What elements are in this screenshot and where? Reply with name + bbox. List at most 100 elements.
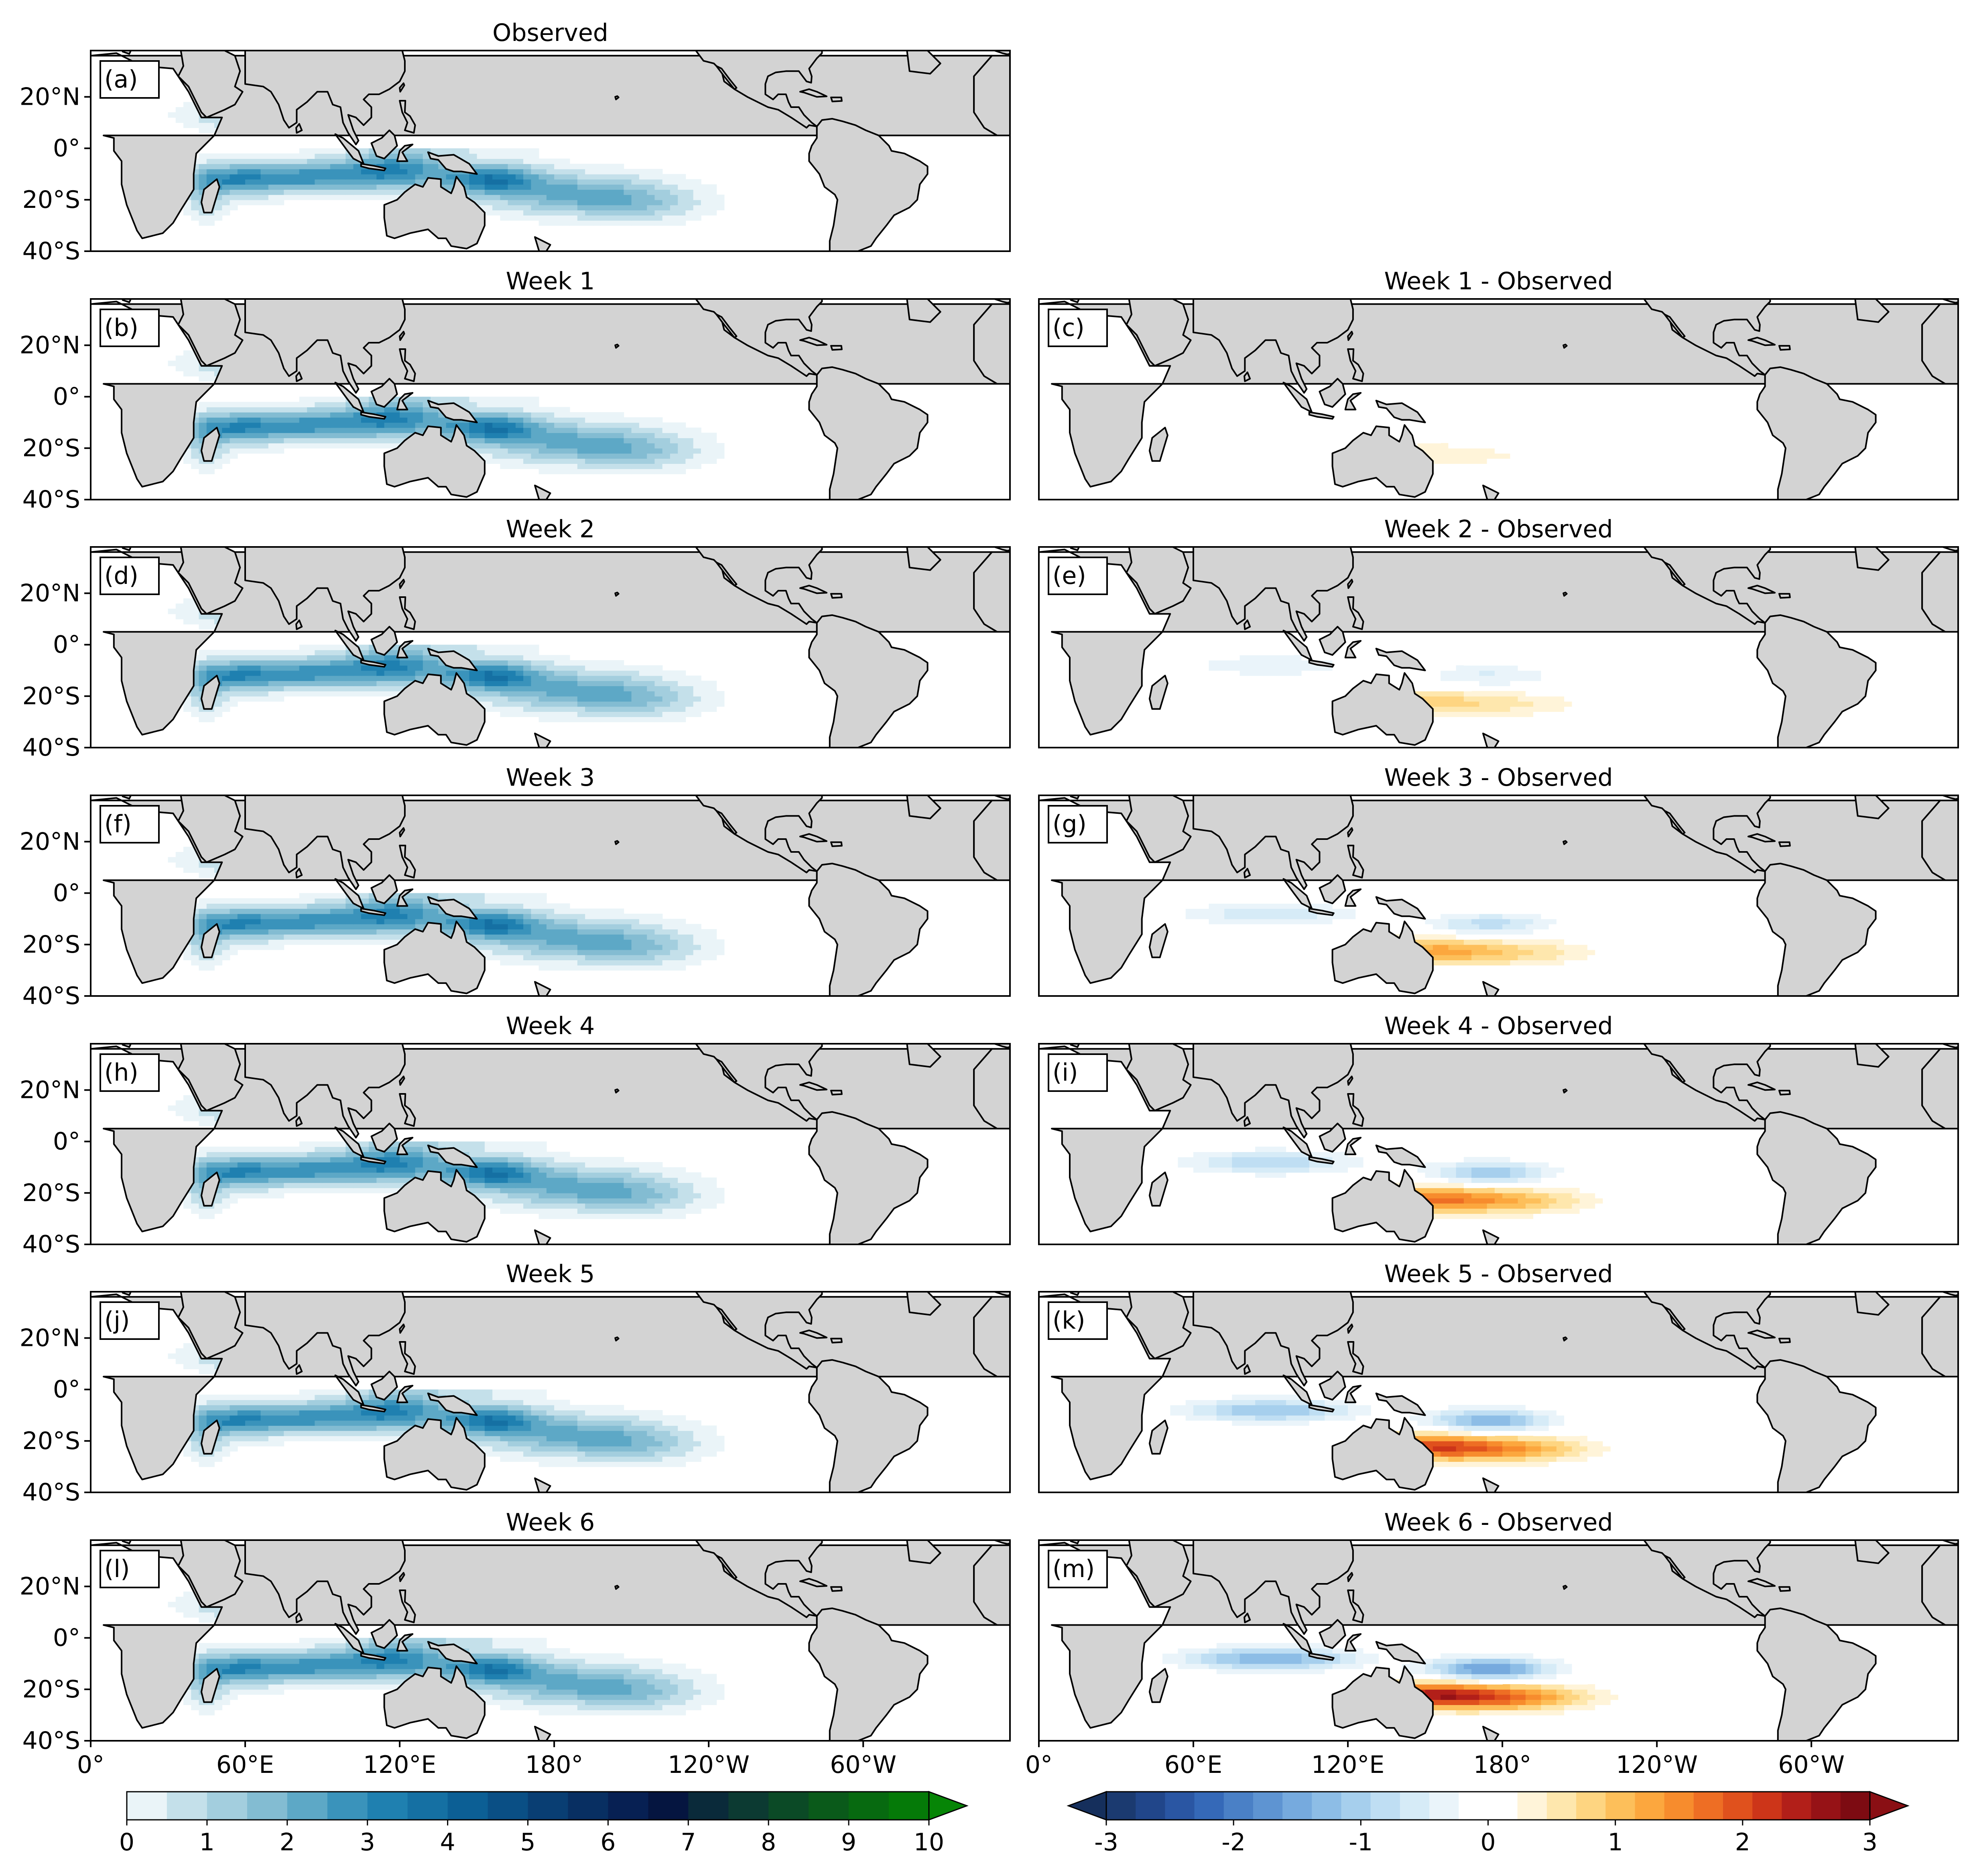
grid-cell — [469, 407, 478, 413]
grid-cell — [515, 412, 524, 418]
grid-cell — [523, 169, 532, 175]
grid-cell — [515, 159, 524, 164]
grid-cell — [330, 691, 338, 697]
grid-cell — [222, 443, 230, 449]
grid-cell — [484, 448, 493, 454]
grid-cell — [353, 179, 362, 185]
grid-cell — [624, 706, 632, 712]
grid-cell — [407, 422, 416, 428]
grid-cell — [1441, 448, 1449, 454]
grid-cell — [315, 675, 323, 681]
grid-cell — [384, 412, 392, 418]
grid-cell — [585, 696, 593, 702]
grid-cell — [307, 670, 315, 676]
lat-tick-label: 20°N — [20, 83, 80, 111]
grid-cell — [624, 458, 632, 464]
grid-cell — [577, 691, 585, 697]
grid-cell — [253, 417, 261, 423]
grid-cell — [469, 675, 478, 681]
grid-cell — [546, 443, 555, 449]
grid-cell — [593, 169, 601, 175]
grid-cell — [523, 427, 532, 433]
grid-cell — [531, 443, 539, 449]
grid-cell — [654, 174, 663, 180]
grid-cell — [585, 458, 593, 464]
grid-cell — [585, 427, 593, 433]
grid-cell — [1479, 443, 1487, 449]
grid-cell — [291, 174, 300, 180]
grid-cell — [330, 417, 338, 423]
grid-cell — [214, 412, 223, 418]
grid-cell — [585, 422, 593, 428]
grid-cell — [593, 433, 601, 438]
grid-cell — [315, 412, 323, 418]
grid-cell — [384, 159, 392, 164]
grid-cell — [484, 184, 493, 190]
grid-cell — [616, 453, 624, 459]
grid-cell — [253, 696, 261, 702]
grid-cell — [338, 443, 346, 449]
grid-cell — [206, 412, 215, 418]
grid-cell — [624, 199, 632, 205]
grid-cell — [484, 691, 493, 697]
grid-cell — [1518, 463, 1526, 469]
grid-cell — [600, 696, 609, 702]
grid-cell — [508, 438, 516, 443]
grid-cell — [624, 427, 632, 433]
grid-cell — [315, 681, 323, 686]
grid-cell — [183, 117, 192, 123]
grid-cell — [369, 184, 377, 190]
grid-cell — [716, 195, 725, 200]
grid-cell — [492, 417, 501, 423]
grid-cell — [1433, 448, 1441, 454]
grid-cell — [1417, 438, 1426, 443]
grid-cell — [701, 701, 709, 707]
grid-cell — [654, 717, 663, 722]
grid-cell — [693, 463, 701, 469]
grid-cell — [554, 220, 563, 226]
grid-cell — [1510, 448, 1518, 454]
grid-cell — [554, 711, 563, 717]
grid-cell — [515, 215, 524, 221]
grid-cell — [593, 205, 601, 211]
grid-cell — [492, 422, 501, 428]
land-borneo — [370, 378, 398, 408]
grid-cell — [608, 184, 616, 190]
grid-cell — [1479, 427, 1487, 433]
grid-cell — [245, 691, 254, 697]
grid-cell — [469, 443, 478, 449]
grid-cell — [384, 407, 392, 413]
grid-cell — [546, 169, 555, 175]
grid-cell — [685, 453, 694, 459]
grid-cell — [1224, 417, 1233, 423]
grid-cell — [1502, 458, 1511, 464]
grid-cell — [400, 417, 408, 423]
grid-cell — [585, 448, 593, 454]
grid-cell — [593, 210, 601, 215]
grid-cell — [199, 417, 207, 423]
grid-cell — [569, 422, 578, 428]
grid-cell — [701, 195, 709, 200]
grid-cell — [291, 169, 300, 175]
land-borneo — [1319, 378, 1346, 408]
grid-cell — [1518, 422, 1526, 428]
grid-cell — [577, 463, 585, 469]
grid-cell — [222, 691, 230, 697]
grid-cell — [415, 148, 423, 154]
grid-cell — [253, 159, 261, 164]
grid-cell — [554, 422, 563, 428]
grid-cell — [624, 469, 632, 474]
grid-cell — [569, 711, 578, 717]
grid-cell — [577, 696, 585, 702]
grid-cell — [307, 396, 315, 402]
grid-cell — [199, 159, 207, 164]
grid-cell — [384, 686, 392, 691]
grid-cell — [253, 427, 261, 433]
grid-cell — [369, 159, 377, 164]
grid-cell — [577, 417, 585, 423]
grid-cell — [353, 670, 362, 676]
grid-cell — [639, 463, 647, 469]
grid-cell — [330, 184, 338, 190]
grid-cell — [299, 438, 307, 443]
